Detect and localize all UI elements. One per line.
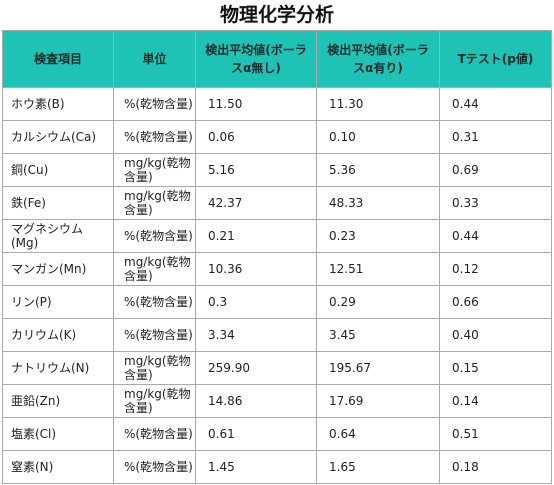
header-t-test: Tテスト(p値) bbox=[439, 30, 552, 88]
cell-unit: %(乾物含量) bbox=[113, 417, 196, 451]
table-row: 鉄(Fe) mg/kg(乾物含量) 42.37 48.33 0.33 bbox=[2, 186, 552, 220]
cell-p-value: 0.69 bbox=[439, 153, 552, 187]
cell-mean-without: 11.50 bbox=[195, 87, 317, 121]
cell-item: 窒素(N) bbox=[2, 450, 114, 484]
cell-item: カリウム(K) bbox=[2, 318, 114, 352]
table-row: 塩素(Cl) %(乾物含量) 0.61 0.64 0.51 bbox=[2, 417, 552, 451]
table-row: マグネシウム(Mg) %(乾物含量) 0.21 0.23 0.44 bbox=[2, 219, 552, 253]
cell-mean-with: 0.29 bbox=[316, 285, 440, 319]
cell-mean-with: 17.69 bbox=[316, 384, 440, 418]
cell-p-value: 0.31 bbox=[439, 120, 552, 154]
cell-mean-without: 5.16 bbox=[195, 153, 317, 187]
cell-unit: %(乾物含量) bbox=[113, 285, 196, 319]
table-body: ホウ素(B) %(乾物含量) 11.50 11.30 0.44 カルシウム(Ca) %(乾物… bbox=[2, 87, 552, 484]
table-row: ホウ素(B) %(乾物含量) 11.50 11.30 0.44 bbox=[2, 87, 552, 121]
cell-mean-without: 14.86 bbox=[195, 384, 317, 418]
table-row: 銅(Cu) mg/kg(乾物含量) 5.16 5.36 0.69 bbox=[2, 153, 552, 187]
table-row: カリウム(K) %(乾物含量) 3.34 3.45 0.40 bbox=[2, 318, 552, 352]
cell-mean-without: 3.34 bbox=[195, 318, 317, 352]
header-unit: 単位 bbox=[113, 30, 196, 88]
cell-p-value: 0.44 bbox=[439, 87, 552, 121]
cell-mean-without: 0.61 bbox=[195, 417, 317, 451]
cell-item: ナトリウム(N) bbox=[2, 351, 114, 385]
cell-p-value: 0.15 bbox=[439, 351, 552, 385]
cell-mean-without: 10.36 bbox=[195, 252, 317, 286]
cell-unit: %(乾物含量) bbox=[113, 120, 196, 154]
cell-mean-with: 3.45 bbox=[316, 318, 440, 352]
cell-mean-without: 0.21 bbox=[195, 219, 317, 253]
cell-p-value: 0.14 bbox=[439, 384, 552, 418]
cell-mean-with: 0.10 bbox=[316, 120, 440, 154]
cell-p-value: 0.66 bbox=[439, 285, 552, 319]
cell-mean-without: 0.3 bbox=[195, 285, 317, 319]
table-row: カルシウム(Ca) %(乾物含量) 0.06 0.10 0.31 bbox=[2, 120, 552, 154]
cell-p-value: 0.18 bbox=[439, 450, 552, 484]
cell-unit: %(乾物含量) bbox=[113, 450, 196, 484]
cell-p-value: 0.51 bbox=[439, 417, 552, 451]
cell-mean-with: 1.65 bbox=[316, 450, 440, 484]
cell-item: 鉄(Fe) bbox=[2, 186, 114, 220]
cell-unit: mg/kg(乾物含量) bbox=[113, 186, 196, 220]
table-header-row: 検査項目 単位 検出平均値(ボーラスα無し) 検出平均値(ボーラスα有り) Tテ… bbox=[2, 30, 552, 88]
cell-p-value: 0.12 bbox=[439, 252, 552, 286]
cell-mean-without: 0.06 bbox=[195, 120, 317, 154]
cell-p-value: 0.33 bbox=[439, 186, 552, 220]
cell-item: マンガン(Mn) bbox=[2, 252, 114, 286]
header-mean-with: 検出平均値(ボーラスα有り) bbox=[316, 30, 440, 88]
page-title: 物理化学分析 bbox=[219, 4, 334, 26]
header-mean-without: 検出平均値(ボーラスα無し) bbox=[195, 30, 317, 88]
cell-item: ホウ素(B) bbox=[2, 87, 114, 121]
cell-mean-without: 259.90 bbox=[195, 351, 317, 385]
cell-mean-without: 42.37 bbox=[195, 186, 317, 220]
cell-p-value: 0.40 bbox=[439, 318, 552, 352]
cell-item: マグネシウム(Mg) bbox=[2, 219, 114, 253]
cell-mean-with: 11.30 bbox=[316, 87, 440, 121]
cell-unit: %(乾物含量) bbox=[113, 318, 196, 352]
cell-mean-with: 12.51 bbox=[316, 252, 440, 286]
cell-mean-with: 48.33 bbox=[316, 186, 440, 220]
table-row: マンガン(Mn) mg/kg(乾物含量) 10.36 12.51 0.12 bbox=[2, 252, 552, 286]
cell-unit: %(乾物含量) bbox=[113, 219, 196, 253]
table-row: リン(P) %(乾物含量) 0.3 0.29 0.66 bbox=[2, 285, 552, 319]
table-row: 亜鉛(Zn) mg/kg(乾物含量) 14.86 17.69 0.14 bbox=[2, 384, 552, 418]
cell-unit: mg/kg(乾物含量) bbox=[113, 252, 196, 286]
cell-unit: %(乾物含量) bbox=[113, 87, 196, 121]
cell-mean-with: 0.23 bbox=[316, 219, 440, 253]
cell-unit: mg/kg(乾物含量) bbox=[113, 351, 196, 385]
cell-item: カルシウム(Ca) bbox=[2, 120, 114, 154]
cell-item: 亜鉛(Zn) bbox=[2, 384, 114, 418]
cell-item: 銅(Cu) bbox=[2, 153, 114, 187]
cell-mean-with: 195.67 bbox=[316, 351, 440, 385]
cell-item: 塩素(Cl) bbox=[2, 417, 114, 451]
cell-mean-with: 5.36 bbox=[316, 153, 440, 187]
cell-item: リン(P) bbox=[2, 285, 114, 319]
header-item: 検査項目 bbox=[2, 30, 114, 88]
analysis-table: 検査項目 単位 検出平均値(ボーラスα無し) 検出平均値(ボーラスα有り) Tテ… bbox=[2, 30, 552, 484]
table-row: ナトリウム(N) mg/kg(乾物含量) 259.90 195.67 0.15 bbox=[2, 351, 552, 385]
cell-mean-with: 0.64 bbox=[316, 417, 440, 451]
cell-unit: mg/kg(乾物含量) bbox=[113, 384, 196, 418]
cell-unit: mg/kg(乾物含量) bbox=[113, 153, 196, 187]
cell-mean-without: 1.45 bbox=[195, 450, 317, 484]
table-row: 窒素(N) %(乾物含量) 1.45 1.65 0.18 bbox=[2, 450, 552, 484]
cell-p-value: 0.44 bbox=[439, 219, 552, 253]
